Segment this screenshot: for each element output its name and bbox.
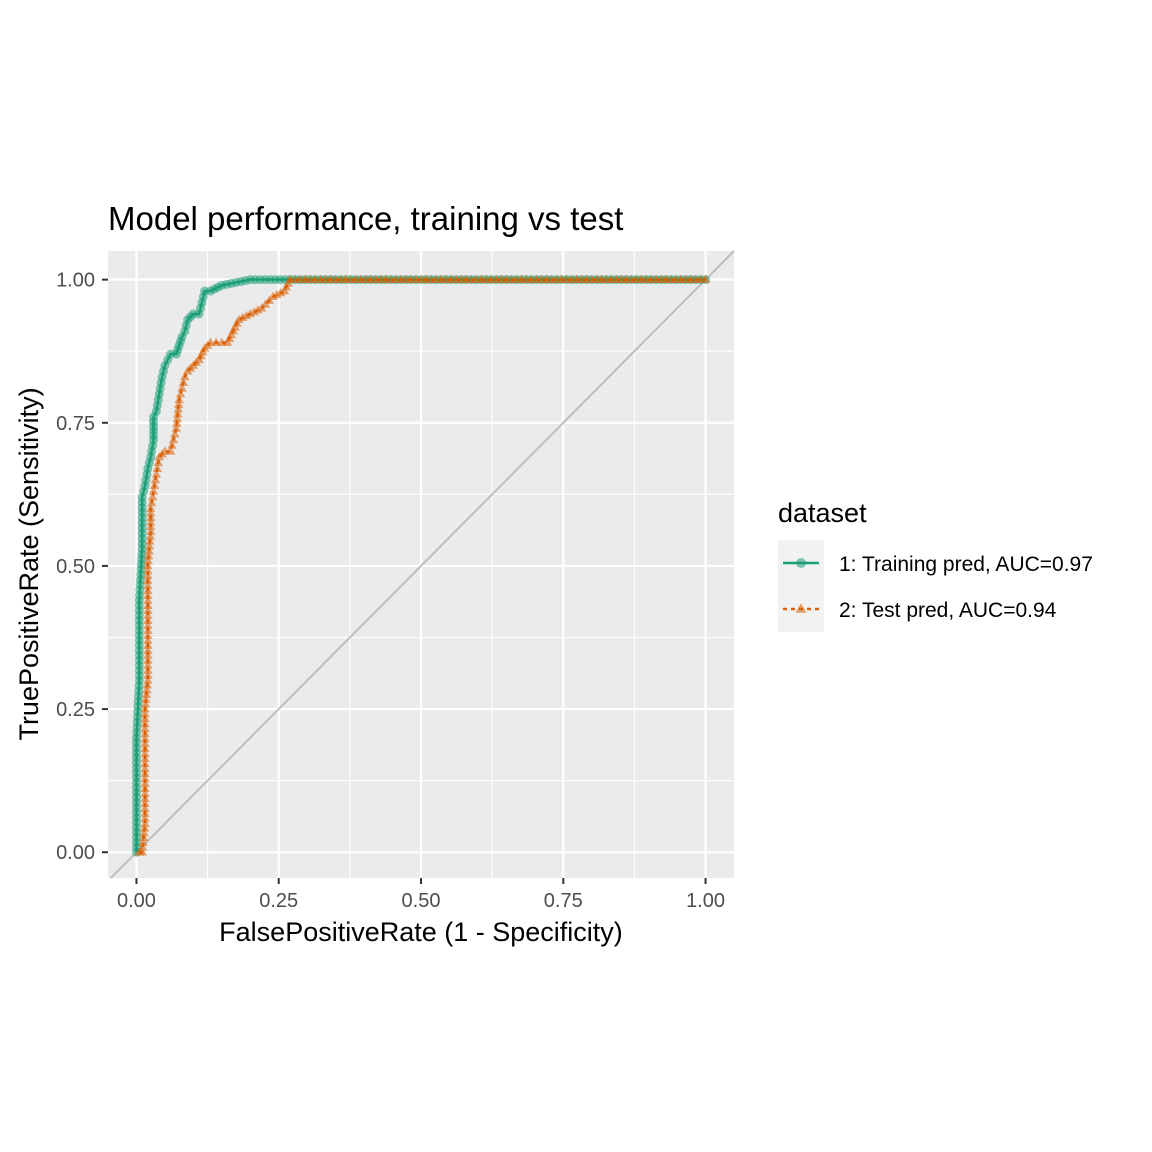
series-test — [134, 274, 711, 856]
y-tick-label: 0.50 — [56, 556, 95, 578]
legend-label-training: 1: Training pred, AUC=0.97 — [839, 553, 1093, 576]
test-point — [143, 551, 154, 560]
test-point — [144, 541, 155, 550]
legend-title: dataset — [778, 498, 867, 528]
y-tick-label: 0.00 — [56, 842, 95, 864]
legend-keys — [783, 558, 819, 613]
test-point — [143, 590, 153, 600]
test-point — [143, 595, 153, 605]
test-point — [700, 274, 711, 283]
test-line — [139, 278, 706, 854]
test-point — [143, 670, 153, 679]
x-tick-label: 0.75 — [544, 890, 583, 912]
test-point — [140, 699, 151, 708]
test-point — [139, 828, 149, 837]
test-point — [170, 429, 180, 438]
y-axis-title: TruePositiveRate (Sensitivity) — [14, 387, 44, 740]
test-point — [143, 675, 153, 684]
test-point — [143, 565, 153, 575]
test-point — [138, 837, 148, 846]
test-point — [140, 733, 150, 743]
chart-title: Model performance, training vs test — [108, 200, 623, 237]
test-point — [143, 645, 153, 654]
x-tick-label: 0.00 — [117, 890, 156, 912]
legend-key-marker-training — [796, 558, 806, 568]
test-point — [152, 463, 163, 472]
test-point — [140, 798, 150, 807]
test-point — [142, 684, 152, 694]
test-point — [143, 556, 153, 565]
test-point — [175, 389, 186, 398]
test-point — [141, 694, 151, 703]
x-tick-label: 0.25 — [259, 890, 298, 912]
test-point — [140, 723, 150, 733]
test-point — [140, 813, 150, 822]
test-point — [140, 719, 150, 728]
training-line — [135, 278, 706, 853]
test-point — [143, 660, 153, 669]
test-point — [145, 526, 156, 535]
test-point — [140, 773, 150, 783]
test-point — [143, 635, 153, 644]
x-tick-label: 1.00 — [686, 890, 725, 912]
test-point — [140, 763, 150, 773]
x-axis-title: FalsePositiveRate (1 - Specificity) — [219, 917, 623, 947]
test-point — [151, 469, 162, 478]
test-point — [143, 605, 153, 614]
legend: dataset 1: Training pred, AUC=0.97 2: Te… — [778, 498, 1093, 632]
test-point — [140, 758, 150, 768]
gridlines — [108, 251, 734, 878]
test-point — [145, 517, 156, 526]
test-point — [143, 630, 153, 639]
x-tick-label: 0.50 — [402, 890, 441, 912]
series-layer — [131, 274, 711, 857]
legend-key-marker-test — [795, 603, 807, 613]
y-tick-label: 0.75 — [56, 413, 95, 435]
test-point — [148, 486, 159, 495]
test-point — [140, 803, 150, 812]
test-point — [177, 383, 187, 392]
test-point — [147, 492, 158, 501]
y-tick-label: 0.25 — [56, 699, 95, 721]
reference-diagonal — [110, 250, 735, 879]
test-point — [143, 620, 153, 629]
legend-label-test: 2: Test pred, AUC=0.94 — [839, 599, 1057, 622]
test-point — [172, 413, 182, 423]
test-point — [145, 508, 156, 517]
test-point — [171, 423, 182, 432]
test-point — [140, 709, 150, 718]
test-point — [140, 748, 150, 758]
test-point — [173, 399, 184, 408]
test-point — [140, 788, 150, 797]
axis-ticks: 0.00 0.25 0.50 0.75 1.00 0.00 0.25 0.50 0.75 1.00 — [56, 270, 725, 912]
test-point — [143, 580, 153, 590]
y-tick-label: 1.00 — [56, 270, 95, 292]
test-point — [145, 531, 156, 540]
